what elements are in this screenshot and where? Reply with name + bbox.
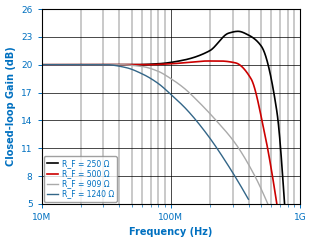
R_F = 909 Ω [266,202,270,205]
R_F = 909 Ω [177,83,181,86]
R_F = 250 Ω [55,63,58,66]
R_F = 1240 Ω [165,89,169,92]
R_F = 500 Ω [242,68,246,71]
R_F = 909 Ω [40,63,43,66]
R_F = 1240 Ω [52,63,56,66]
Line: R_F = 500 Ω: R_F = 500 Ω [41,61,277,204]
R_F = 250 Ω [249,35,253,38]
Y-axis label: Closed-loop Gain (dB): Closed-loop Gain (dB) [6,47,16,166]
R_F = 909 Ω [184,88,188,91]
R_F = 500 Ω [190,61,193,64]
R_F = 250 Ω [194,55,198,58]
R_F = 500 Ω [176,62,180,65]
R_F = 909 Ω [171,78,175,81]
Line: R_F = 909 Ω: R_F = 909 Ω [41,65,268,204]
R_F = 1240 Ω [246,198,250,201]
R_F = 250 Ω [236,30,240,33]
R_F = 250 Ω [181,59,185,62]
R_F = 1240 Ω [197,122,200,125]
R_F = 500 Ω [40,63,43,66]
R_F = 250 Ω [224,33,228,36]
R_F = 1240 Ω [40,63,43,66]
R_F = 250 Ω [187,57,191,60]
R_F = 500 Ω [218,60,222,62]
R_F = 250 Ω [40,63,43,66]
R_F = 1240 Ω [160,85,163,88]
R_F = 909 Ω [54,63,57,66]
R_F = 250 Ω [283,202,286,205]
X-axis label: Frequency (Hz): Frequency (Hz) [129,227,212,237]
R_F = 500 Ω [183,61,186,64]
Line: R_F = 250 Ω: R_F = 250 Ω [41,31,285,204]
R_F = 500 Ω [54,63,58,66]
R_F = 1240 Ω [218,151,222,154]
Line: R_F = 1240 Ω: R_F = 1240 Ω [41,65,248,199]
R_F = 500 Ω [205,60,209,62]
R_F = 1240 Ω [172,95,175,98]
R_F = 500 Ω [275,202,279,205]
R_F = 909 Ω [211,116,215,119]
Legend: R_F = 250 Ω, R_F = 500 Ω, R_F = 909 Ω, R_F = 1240 Ω: R_F = 250 Ω, R_F = 500 Ω, R_F = 909 Ω, R… [44,156,117,202]
R_F = 909 Ω [235,143,238,146]
